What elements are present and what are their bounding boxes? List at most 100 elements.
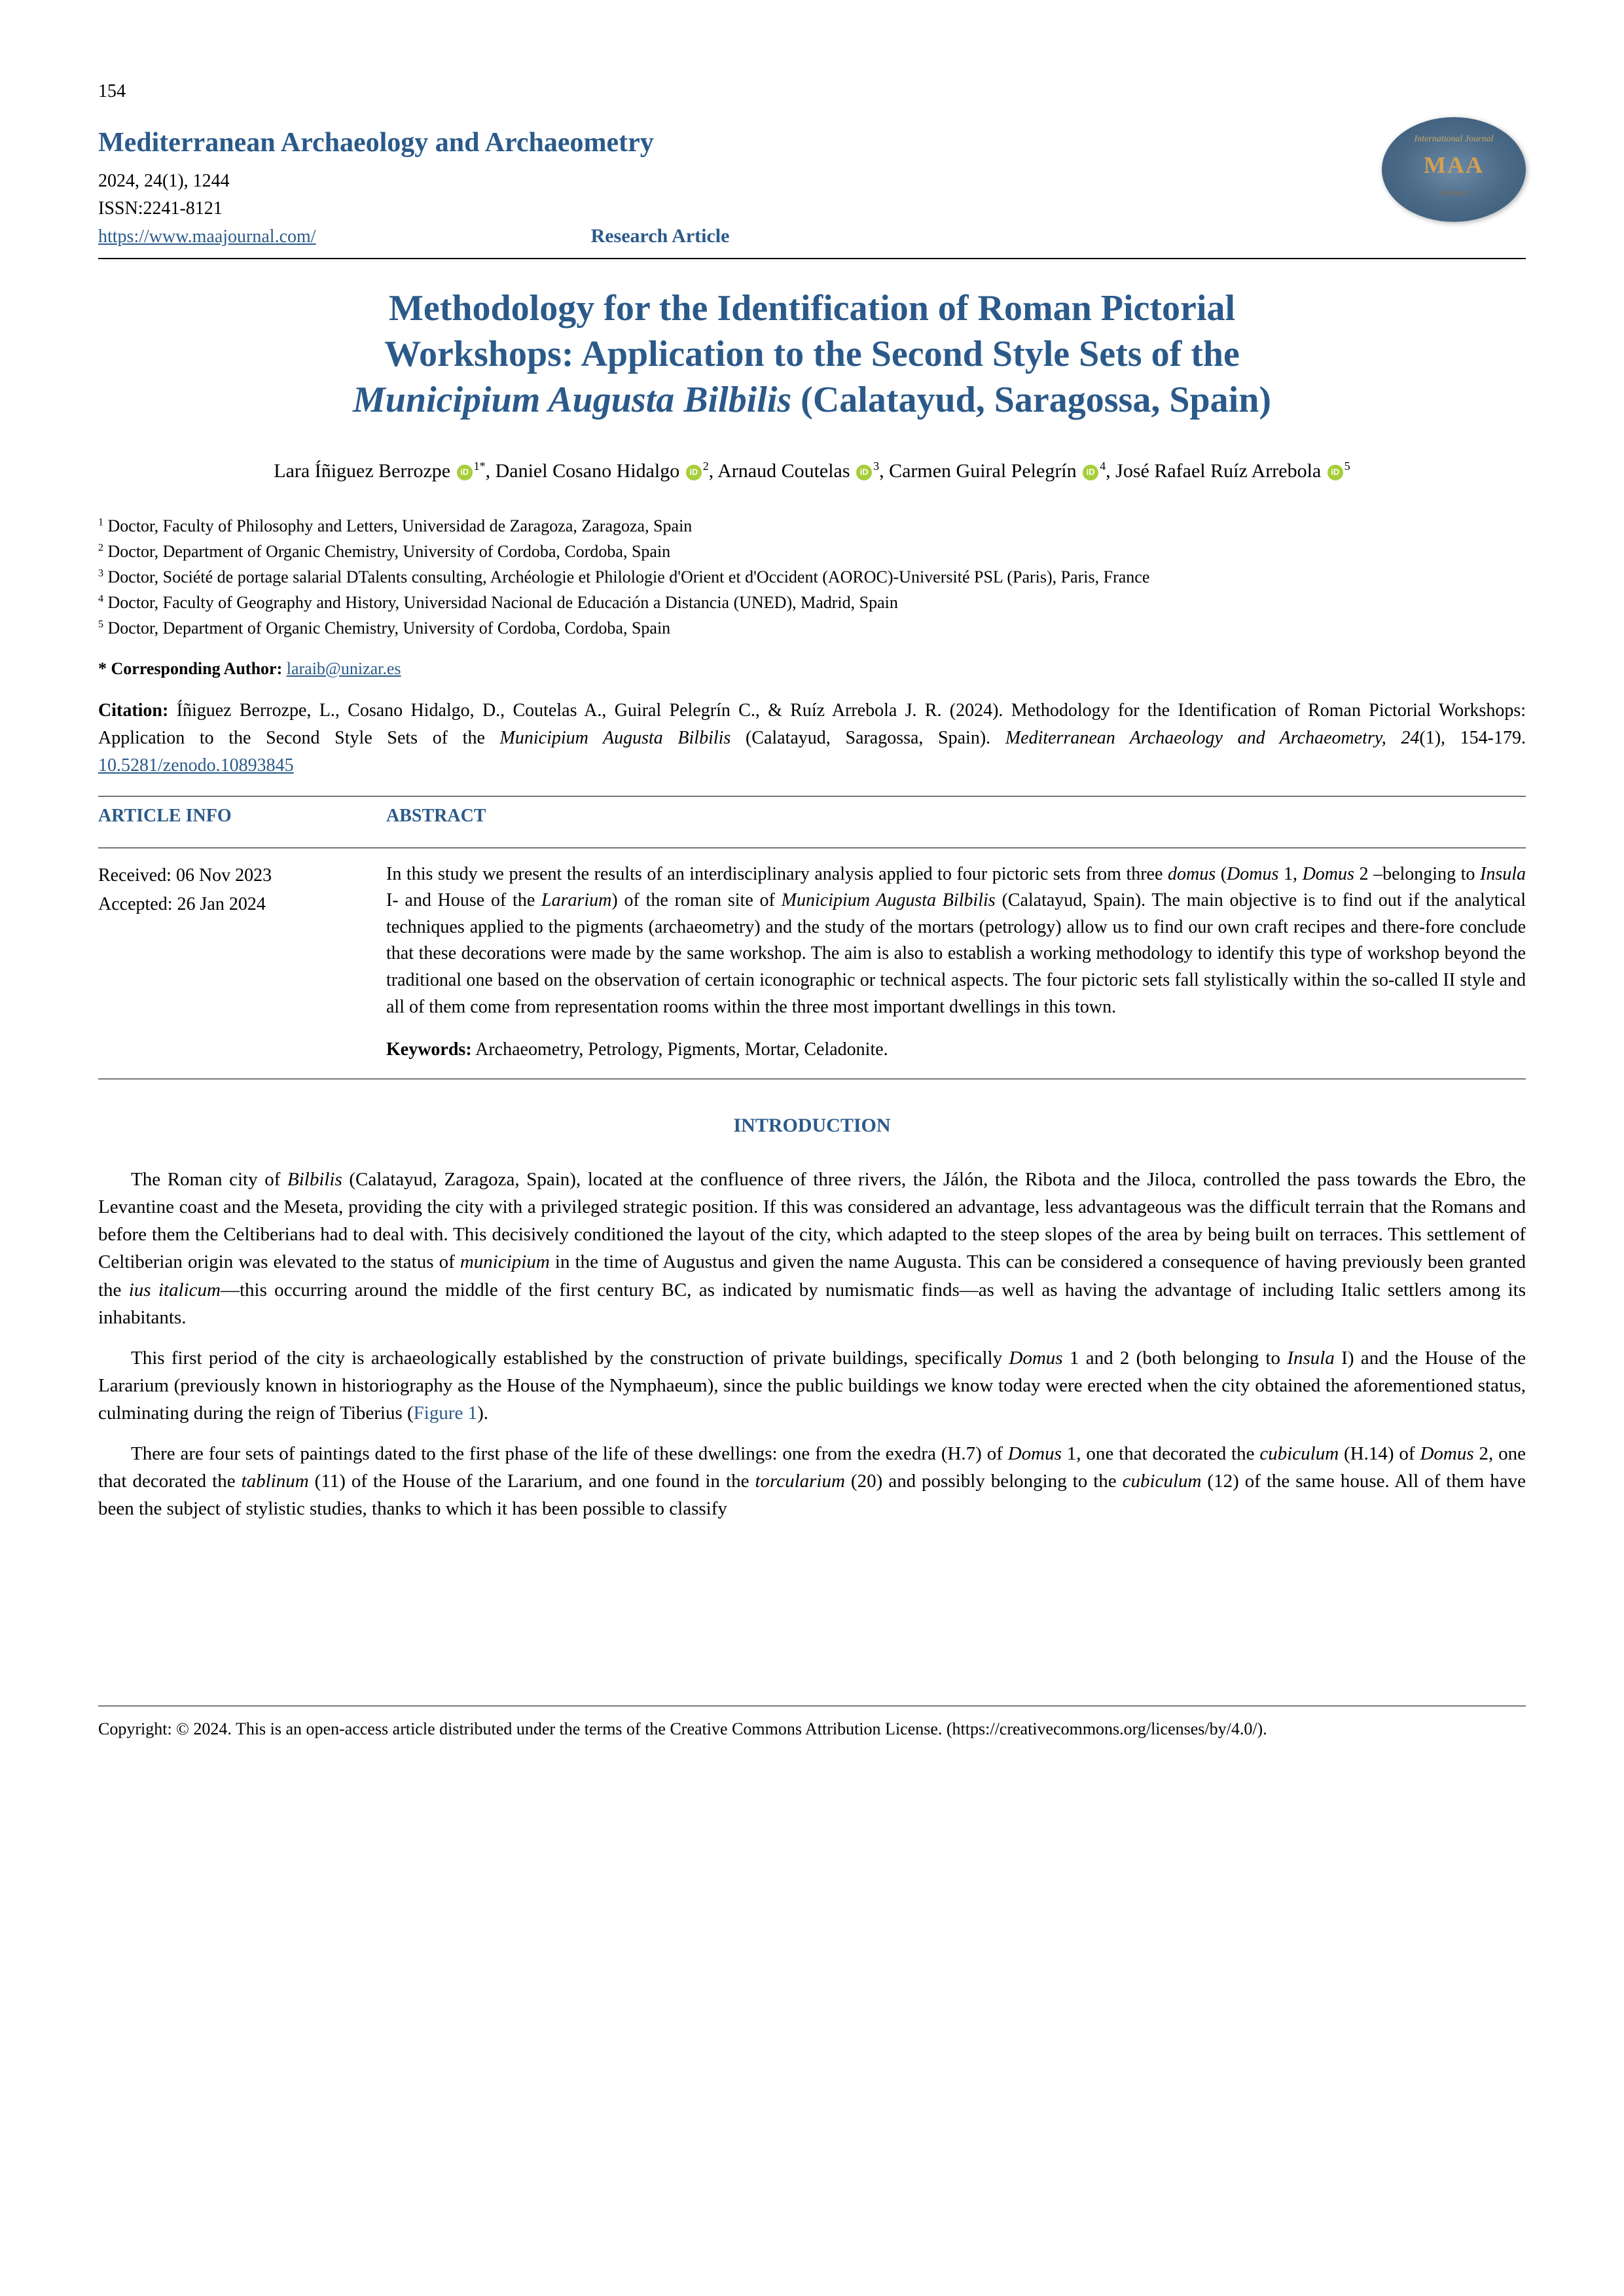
journal-url-link[interactable]: https://www.maajournal.com/	[98, 224, 316, 249]
abstract-span: domus	[1168, 864, 1216, 884]
abstract-span: Lararium	[541, 890, 611, 910]
abstract-label: ABSTRACT	[386, 803, 1526, 829]
abstract-column: ABSTRACT	[386, 803, 1526, 842]
journal-header: International Journal MAA 〰〰 Mediterrane…	[98, 124, 1526, 250]
author-4: Carmen Guiral Pelegrín	[889, 460, 1077, 482]
author-1: Lara Íñiguez Berrozpe	[274, 460, 450, 482]
para-span: Insula	[1287, 1348, 1335, 1369]
logo-wave-icon: 〰〰	[1438, 184, 1470, 206]
para-span: Domus	[1009, 1348, 1062, 1369]
doi-link[interactable]: 10.5281/zenodo.10893845	[98, 755, 294, 776]
abstract-text: In this study we present the results of …	[386, 861, 1526, 1021]
journal-volume: 2024, 24(1), 1244	[98, 168, 1526, 195]
orcid-icon[interactable]	[1083, 465, 1098, 480]
author-2: Daniel Cosano Hidalgo	[496, 460, 680, 482]
para-span: There are four sets of paintings dated t…	[131, 1443, 1008, 1464]
citation-label: Citation:	[98, 700, 168, 721]
abstract-span: (	[1216, 864, 1227, 884]
para-span: The Roman city of	[131, 1169, 287, 1190]
citation-italic-2: Mediterranean Archaeology and Archaeomet…	[1005, 728, 1420, 748]
title-line3-italic: Municipium Augusta Bilbilis	[353, 380, 791, 420]
citation-block: Citation: Íñiguez Berrozpe, L., Cosano H…	[98, 697, 1526, 780]
intro-para-3: There are four sets of paintings dated t…	[98, 1440, 1526, 1522]
affiliation-5: Doctor, Department of Organic Chemistry,…	[108, 619, 671, 637]
orcid-icon[interactable]	[856, 465, 872, 480]
received-date: Received: 06 Nov 2023	[98, 861, 347, 891]
affiliation-3: Doctor, Société de portage salarial DTal…	[108, 567, 1150, 586]
page-number: 154	[98, 79, 1526, 104]
para-span: (11) of the House of the Lararium, and o…	[309, 1471, 755, 1492]
authors-list: Lara Íñiguez Berrozpe 1*, Daniel Cosano …	[98, 456, 1526, 487]
affiliation-2: Doctor, Department of Organic Chemistry,…	[108, 542, 671, 561]
para-span: Bilbilis	[287, 1169, 342, 1190]
copyright-text: Copyright: © 2024. This is an open-acces…	[98, 1716, 1526, 1742]
para-span: cubiculum	[1123, 1471, 1202, 1492]
journal-title: Mediterranean Archaeology and Archaeomet…	[98, 124, 1526, 162]
abstract-span: Municipium Augusta Bilbilis	[782, 890, 996, 910]
abstract-span: ) of the roman site of	[611, 890, 781, 910]
author-2-sup: 2	[703, 459, 709, 473]
para-span: (20) and possibly belonging to the	[845, 1471, 1123, 1492]
para-span: municipium	[460, 1251, 550, 1272]
author-1-sup: 1*	[474, 459, 486, 473]
intro-para-1: The Roman city of Bilbilis (Calatayud, Z…	[98, 1166, 1526, 1331]
abstract-text-column: In this study we present the results of …	[386, 861, 1526, 1063]
para-span: tablinum	[242, 1471, 309, 1492]
para-span: This first period of the city is archaeo…	[131, 1348, 1009, 1369]
keywords-label: Keywords:	[386, 1039, 472, 1060]
logo-top-text: International Journal	[1415, 133, 1494, 146]
author-5-sup: 5	[1344, 459, 1350, 473]
title-line1: Methodology for the Identification of Ro…	[389, 288, 1235, 329]
para-span: Domus	[1420, 1443, 1473, 1464]
affiliation-1: Doctor, Faculty of Philosophy and Letter…	[108, 516, 693, 535]
divider	[98, 796, 1526, 797]
dates-column: Received: 06 Nov 2023 Accepted: 26 Jan 2…	[98, 861, 347, 1063]
info-abstract-content: Received: 06 Nov 2023 Accepted: 26 Jan 2…	[98, 861, 1526, 1063]
article-type-label: Research Article	[591, 223, 730, 250]
keywords: Keywords: Archaeometry, Petrology, Pigme…	[386, 1037, 1526, 1062]
author-5: José Rafael Ruíz Arrebola	[1115, 460, 1321, 482]
figure-link[interactable]: Figure 1	[414, 1403, 477, 1424]
abstract-span: Domus	[1303, 864, 1354, 884]
journal-issn: ISSN:2241-8121	[98, 195, 1526, 223]
para-span: (H.14) of	[1339, 1443, 1420, 1464]
accepted-date: Accepted: 26 Jan 2024	[98, 890, 347, 920]
para-span: —this occurring around the middle of the…	[98, 1280, 1526, 1328]
journal-logo: International Journal MAA 〰〰	[1382, 117, 1526, 222]
abstract-span: Insula	[1480, 864, 1526, 884]
article-title: Methodology for the Identification of Ro…	[137, 285, 1487, 423]
title-line2: Workshops: Application to the Second Sty…	[384, 334, 1240, 374]
info-abstract-row: ARTICLE INFO ABSTRACT	[98, 803, 1526, 842]
orcid-icon[interactable]	[457, 465, 473, 480]
abstract-span: I- and House of the	[386, 890, 541, 910]
author-3-sup: 3	[873, 459, 879, 473]
para-span: 1 and 2 (both belonging to	[1063, 1348, 1288, 1369]
orcid-icon[interactable]	[1327, 465, 1343, 480]
para-span: cubiculum	[1259, 1443, 1339, 1464]
affiliations: 1 Doctor, Faculty of Philosophy and Lett…	[98, 513, 1526, 641]
abstract-span: In this study we present the results of …	[386, 864, 1168, 884]
abstract-span: 1,	[1278, 864, 1302, 884]
para-span: ).	[477, 1403, 488, 1424]
citation-text-2: (Calatayud, Saragossa, Spain).	[731, 728, 1005, 748]
para-span: Domus	[1008, 1443, 1062, 1464]
author-4-sup: 4	[1100, 459, 1106, 473]
corresponding-email-link[interactable]: laraib@unizar.es	[287, 659, 401, 678]
corresponding-label: * Corresponding Author:	[98, 659, 282, 678]
introduction-heading: INTRODUCTION	[98, 1112, 1526, 1139]
author-3: Arnaud Coutelas	[717, 460, 850, 482]
corresponding-author: * Corresponding Author: laraib@unizar.es	[98, 657, 1526, 681]
article-info-label: ARTICLE INFO	[98, 803, 347, 829]
citation-italic-1: Municipium Augusta Bilbilis	[500, 728, 731, 748]
abstract-span: Domus	[1227, 864, 1278, 884]
header-divider	[98, 258, 1526, 259]
article-info-column: ARTICLE INFO	[98, 803, 347, 842]
logo-main-text: MAA	[1424, 149, 1484, 181]
orcid-icon[interactable]	[686, 465, 702, 480]
para-span: torcularium	[755, 1471, 844, 1492]
abstract-span: 2 –belonging to	[1354, 864, 1480, 884]
keywords-text: Archaeometry, Petrology, Pigments, Morta…	[472, 1039, 888, 1060]
title-line3-rest: (Calatayud, Saragossa, Spain)	[791, 380, 1271, 420]
para-span: 1, one that decorated the	[1062, 1443, 1259, 1464]
para-span: ius italicum	[129, 1280, 221, 1300]
